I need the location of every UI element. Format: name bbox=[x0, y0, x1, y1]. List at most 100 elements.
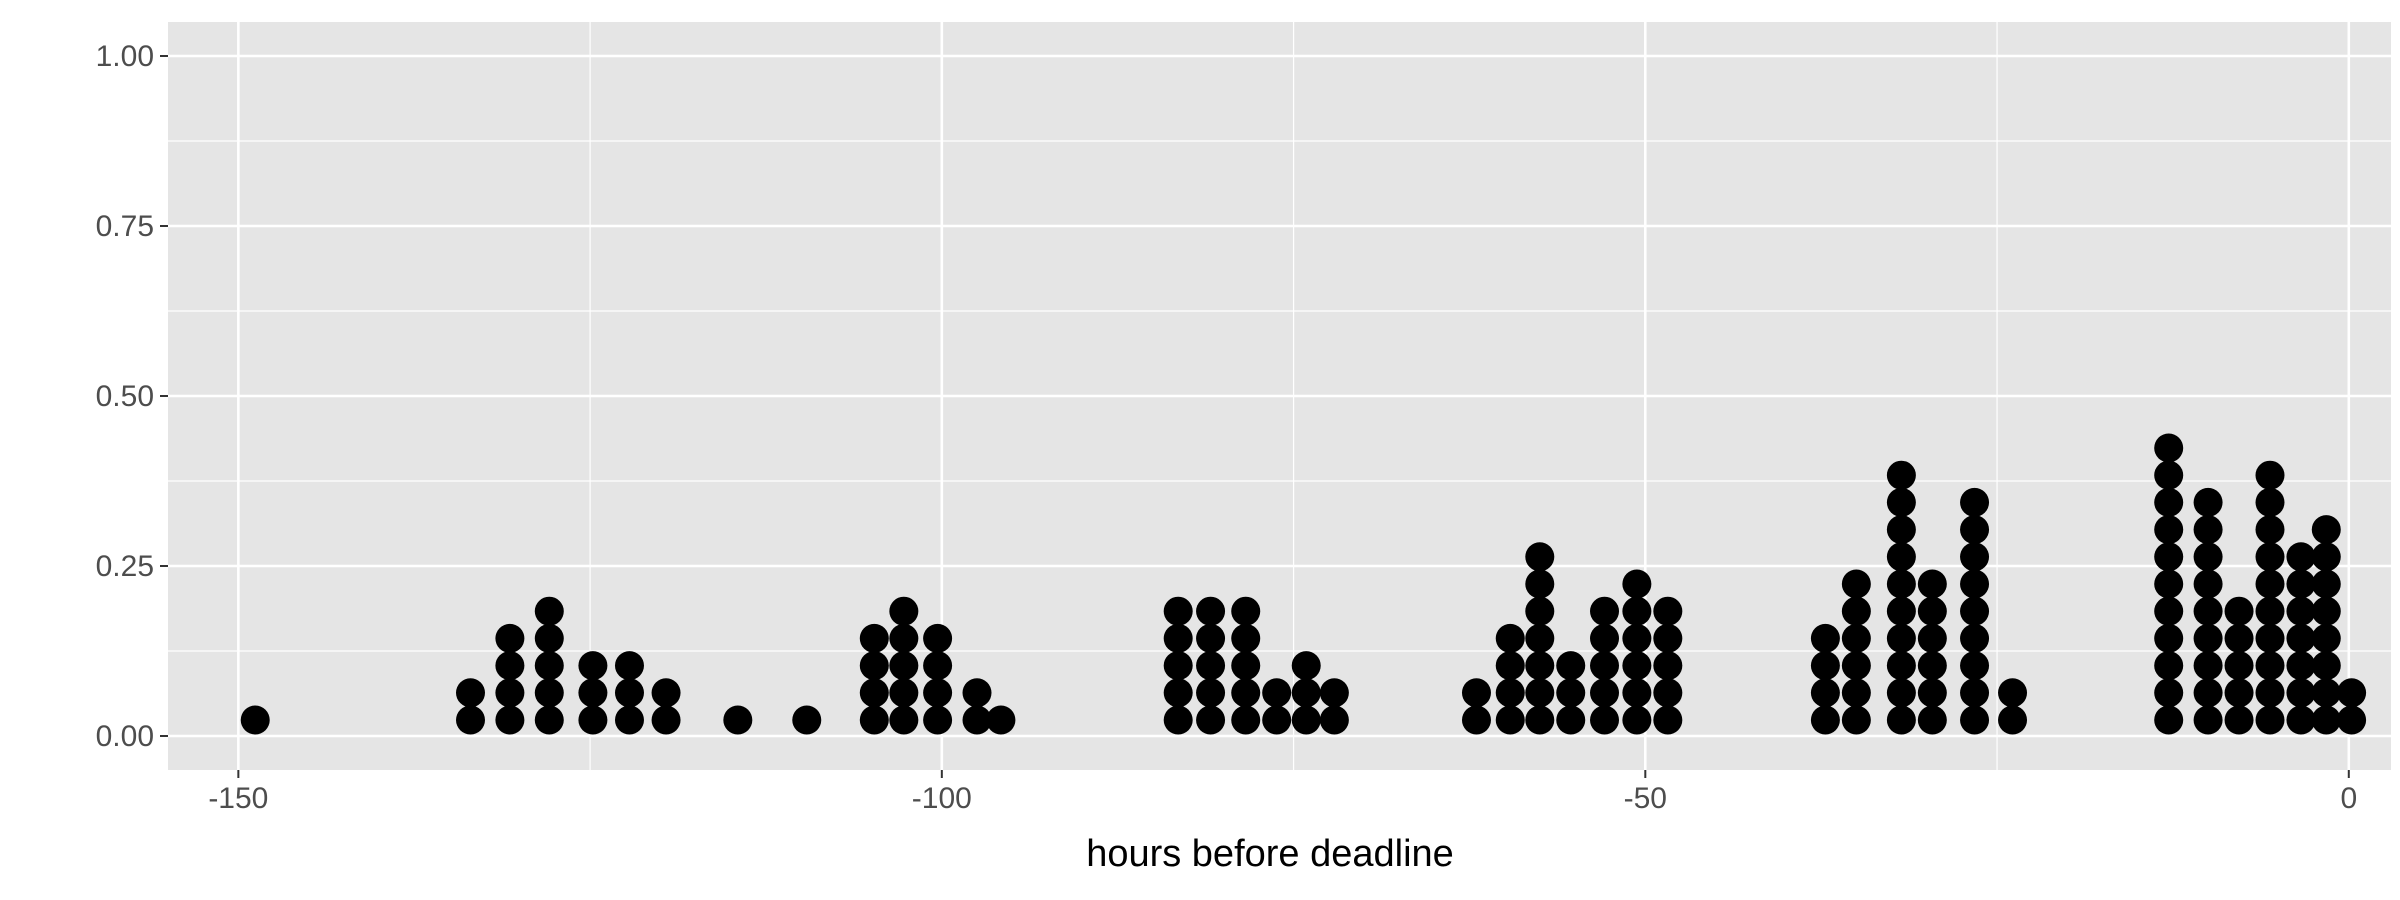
data-dot bbox=[1917, 596, 1947, 626]
data-dot bbox=[2255, 542, 2285, 572]
data-dot bbox=[1231, 678, 1261, 708]
x-tick-label: -150 bbox=[208, 782, 268, 815]
y-tick-label: 0.00 bbox=[96, 720, 154, 753]
data-dot bbox=[1291, 651, 1321, 681]
data-dot bbox=[2286, 651, 2316, 681]
data-dot bbox=[2154, 515, 2184, 545]
data-dot bbox=[889, 651, 919, 681]
data-dot bbox=[1556, 705, 1586, 735]
data-dot bbox=[2286, 705, 2316, 735]
data-dot bbox=[1886, 651, 1916, 681]
data-dot bbox=[1917, 705, 1947, 735]
data-dot bbox=[1163, 678, 1193, 708]
data-dot bbox=[1917, 651, 1947, 681]
data-dot bbox=[1810, 623, 1840, 653]
data-dot bbox=[1163, 596, 1193, 626]
data-dot bbox=[859, 651, 889, 681]
data-dot bbox=[1886, 542, 1916, 572]
y-tick-label: 1.00 bbox=[96, 40, 154, 73]
data-dot bbox=[240, 705, 270, 735]
data-dot bbox=[2193, 623, 2223, 653]
data-dot bbox=[1917, 569, 1947, 599]
data-dot bbox=[1525, 705, 1555, 735]
data-dot bbox=[578, 678, 608, 708]
data-dot bbox=[1653, 596, 1683, 626]
x-axis-title: hours before deadline bbox=[1086, 833, 1454, 875]
data-dot bbox=[2193, 651, 2223, 681]
data-dot bbox=[1556, 651, 1586, 681]
data-dot bbox=[2224, 623, 2254, 653]
data-dot bbox=[859, 705, 889, 735]
data-dot bbox=[1810, 678, 1840, 708]
data-dot bbox=[1960, 515, 1990, 545]
data-dot bbox=[1841, 651, 1871, 681]
data-dot bbox=[1525, 569, 1555, 599]
data-dot bbox=[534, 678, 564, 708]
data-dot bbox=[1231, 705, 1261, 735]
data-dot bbox=[1886, 515, 1916, 545]
data-dot bbox=[1960, 487, 1990, 517]
data-dot bbox=[859, 623, 889, 653]
data-dot bbox=[1231, 596, 1261, 626]
data-dot bbox=[495, 705, 525, 735]
data-dot bbox=[723, 705, 753, 735]
data-dot bbox=[1622, 623, 1652, 653]
data-dot bbox=[1622, 596, 1652, 626]
data-dot bbox=[1525, 596, 1555, 626]
data-dot bbox=[923, 705, 953, 735]
data-dot bbox=[2193, 596, 2223, 626]
data-dot bbox=[1291, 678, 1321, 708]
data-dot bbox=[2255, 623, 2285, 653]
data-dot bbox=[2193, 569, 2223, 599]
data-dot bbox=[2255, 651, 2285, 681]
data-dot bbox=[2154, 678, 2184, 708]
data-dot bbox=[2337, 678, 2367, 708]
data-dot bbox=[1917, 623, 1947, 653]
data-dot bbox=[923, 623, 953, 653]
data-dot bbox=[2311, 569, 2341, 599]
data-dot bbox=[1886, 623, 1916, 653]
data-dot bbox=[2154, 542, 2184, 572]
data-dot bbox=[455, 705, 485, 735]
data-dot bbox=[962, 678, 992, 708]
y-axis: 0.00 0.25 0.50 0.75 1.00 bbox=[96, 40, 168, 753]
data-dot bbox=[1622, 651, 1652, 681]
data-dot bbox=[1495, 623, 1525, 653]
data-dot bbox=[1196, 705, 1226, 735]
data-dot bbox=[534, 623, 564, 653]
data-dot bbox=[889, 678, 919, 708]
data-dot bbox=[2224, 705, 2254, 735]
x-tick-label: 0 bbox=[2340, 782, 2357, 815]
data-dot bbox=[1525, 651, 1555, 681]
data-dot bbox=[1196, 623, 1226, 653]
data-dot bbox=[1841, 623, 1871, 653]
data-dot bbox=[2337, 705, 2367, 735]
data-dot bbox=[1810, 705, 1840, 735]
data-dot bbox=[495, 678, 525, 708]
data-dot bbox=[2154, 569, 2184, 599]
data-dot bbox=[923, 678, 953, 708]
data-dot bbox=[2286, 569, 2316, 599]
data-dot bbox=[1622, 705, 1652, 735]
data-dot bbox=[2311, 651, 2341, 681]
data-dot bbox=[1590, 596, 1620, 626]
data-dot bbox=[1841, 569, 1871, 599]
data-dot bbox=[1196, 596, 1226, 626]
data-dot bbox=[2193, 542, 2223, 572]
data-dot bbox=[1262, 678, 1292, 708]
data-dot bbox=[1960, 651, 1990, 681]
data-dot bbox=[2193, 515, 2223, 545]
data-dot bbox=[614, 705, 644, 735]
data-dot bbox=[1960, 623, 1990, 653]
data-dot bbox=[1960, 705, 1990, 735]
data-dot bbox=[1231, 623, 1261, 653]
data-dot bbox=[1590, 623, 1620, 653]
data-dot bbox=[2154, 623, 2184, 653]
data-dot bbox=[1262, 705, 1292, 735]
data-dot bbox=[2311, 705, 2341, 735]
data-dot bbox=[1886, 487, 1916, 517]
data-dot bbox=[2286, 678, 2316, 708]
data-dot bbox=[2154, 460, 2184, 490]
data-dot bbox=[1163, 705, 1193, 735]
